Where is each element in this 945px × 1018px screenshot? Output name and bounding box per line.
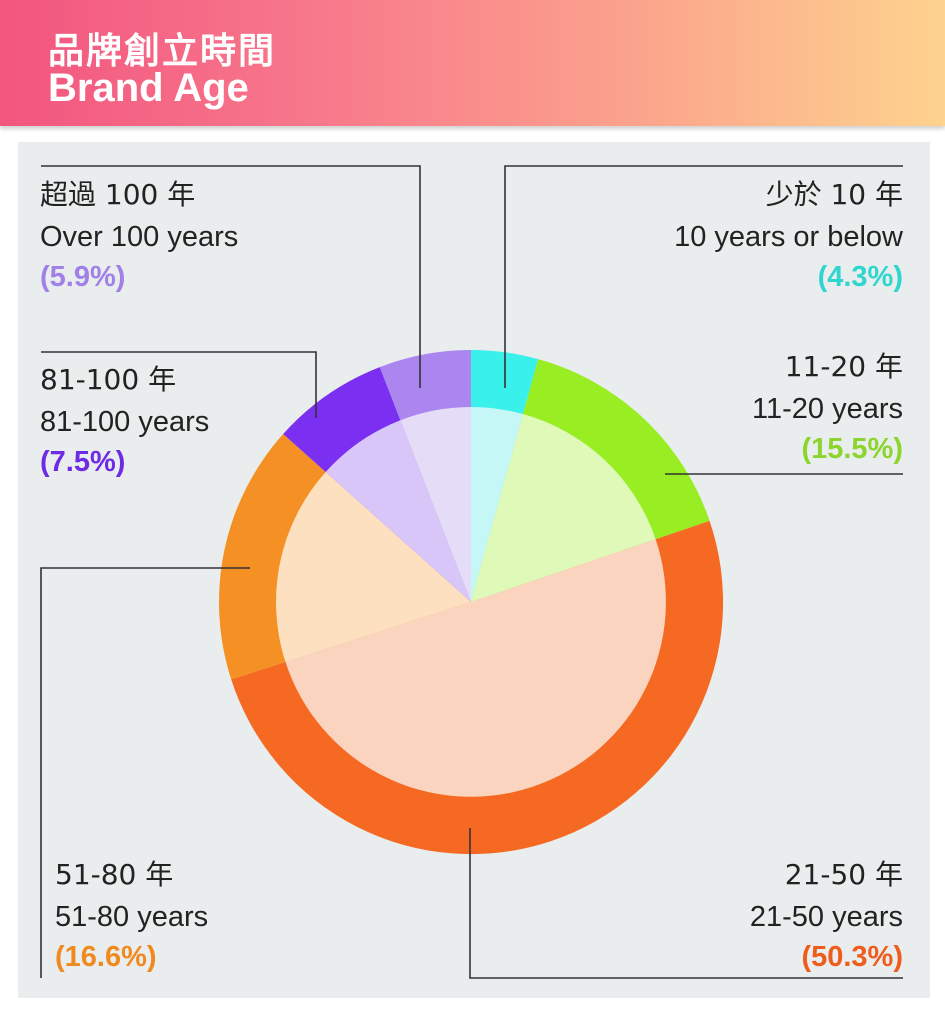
label-zh: 少於 10 年 bbox=[765, 178, 903, 211]
label-10-years-or-below: 少於 10 年 10 years or below (4.3%) bbox=[674, 181, 903, 292]
title-chinese: 品牌創立時間 bbox=[48, 31, 277, 72]
title-english: Brand Age bbox=[48, 66, 249, 110]
pie-slice-inner-3 bbox=[276, 472, 471, 662]
label-zh: 11-20 年 bbox=[784, 350, 903, 383]
label-pct: (4.3%) bbox=[817, 261, 903, 293]
label-pct: (50.3%) bbox=[801, 941, 903, 973]
label-en: 11-20 years bbox=[752, 393, 903, 425]
pie-slice-inner-2 bbox=[285, 539, 666, 797]
label-zh: 51-80 年 bbox=[55, 858, 174, 891]
label-pct: (16.6%) bbox=[55, 941, 157, 973]
label-en: 21-50 years bbox=[749, 901, 903, 933]
label-en: Over 100 years bbox=[40, 221, 239, 253]
leader-line-2 bbox=[469, 828, 903, 979]
pie-slice-inner-1 bbox=[471, 414, 656, 602]
label-en: 51-80 years bbox=[55, 901, 209, 933]
label-en: 10 years or below bbox=[674, 221, 903, 253]
label-pct: (15.5%) bbox=[801, 433, 903, 465]
label-pct: (7.5%) bbox=[40, 446, 126, 478]
label-81-100-years: 81-100 年 81-100 years (7.5%) bbox=[40, 366, 209, 477]
label-zh: 81-100 年 bbox=[40, 363, 177, 396]
label-51-80-years: 51-80 年 51-80 years (16.6%) bbox=[55, 861, 208, 972]
pie-slices bbox=[219, 349, 724, 855]
leader-line-0 bbox=[504, 165, 903, 388]
header-banner: 品牌創立時間 Brand Age bbox=[0, 0, 945, 126]
leader-line-3 bbox=[40, 567, 250, 978]
pie-slice-inner-4 bbox=[325, 420, 471, 602]
leader-line-4 bbox=[41, 351, 317, 418]
label-zh: 21-50 年 bbox=[784, 858, 903, 891]
pie-slice-inner-0 bbox=[471, 407, 523, 602]
leader-line-5 bbox=[41, 165, 421, 388]
label-en: 81-100 years bbox=[40, 406, 210, 438]
leader-lines bbox=[40, 165, 903, 979]
pie-slice-inner-5 bbox=[400, 407, 471, 602]
label-21-50-years: 21-50 年 21-50 years (50.3%) bbox=[750, 861, 903, 972]
label-zh: 超過 100 年 bbox=[40, 178, 196, 211]
label-over-100-years: 超過 100 年 Over 100 years (5.9%) bbox=[40, 181, 238, 292]
label-11-20-years: 11-20 年 11-20 years (15.5%) bbox=[752, 353, 903, 464]
label-pct: (5.9%) bbox=[40, 261, 126, 293]
